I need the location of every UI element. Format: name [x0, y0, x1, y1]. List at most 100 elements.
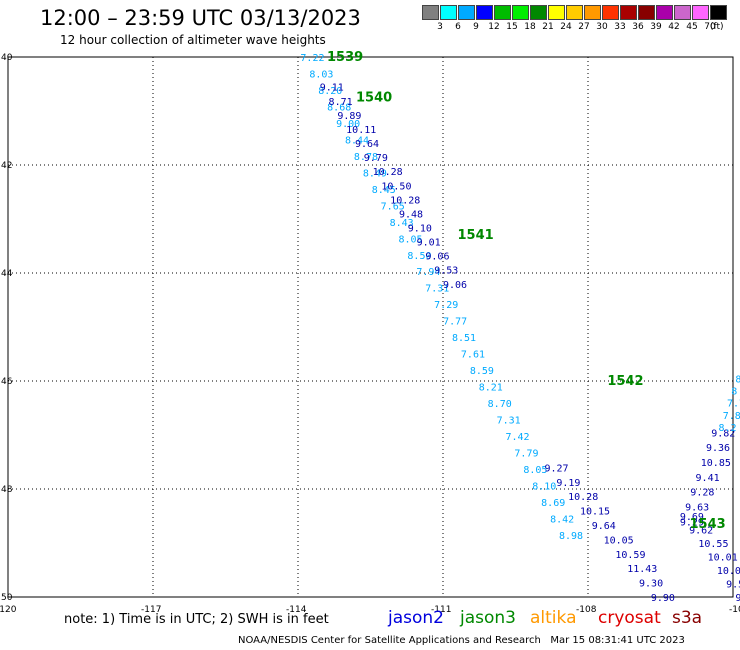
lat-tick-label: 42 — [1, 161, 12, 171]
map-subtitle: 12 hour collection of altimeter wave hei… — [60, 33, 326, 47]
wave-height-label: 9.63 — [685, 503, 709, 514]
lat-tick-label: 50 — [1, 593, 13, 603]
wave-height-label: 8.43 — [390, 218, 414, 229]
wave-height-label: 9.79 — [364, 153, 388, 164]
wave-height-label: 8.45 — [372, 185, 396, 196]
colorbar-label: 36 — [632, 22, 644, 32]
wave-height-label: 7.8 — [723, 411, 740, 422]
footnote: note: 1) Time is in UTC; 2) SWH is in fe… — [64, 612, 329, 627]
wave-height-label: 9.30 — [639, 579, 663, 590]
wave-height-label: 9.06 — [425, 252, 449, 263]
colorbar-label: 15 — [506, 22, 518, 32]
wave-height-label: 9.53 — [434, 266, 458, 277]
wave-height-label: 9.36 — [706, 443, 730, 454]
colorbar-swatch — [674, 5, 691, 20]
colorbar-swatch — [620, 5, 637, 20]
lat-tick-label: 44 — [1, 269, 13, 279]
wave-height-label: 8.50 — [407, 251, 431, 262]
pass-number-label: 1541 — [458, 228, 494, 243]
map-title: 12:00 – 23:59 UTC 03/13/2023 — [40, 6, 361, 30]
colorbar-swatch — [440, 5, 457, 20]
wave-height-label: 9.64 — [355, 139, 379, 150]
colorbar-label: 30 — [596, 22, 608, 32]
wave-height-label: 8.44 — [345, 135, 369, 146]
wave-height-label: 9.82 — [711, 428, 735, 439]
colorbar-swatch — [476, 5, 493, 20]
wave-height-label: 9.28 — [690, 488, 714, 499]
wave-height-label: 9.90 — [651, 593, 675, 604]
wave-height-label: 8.68 — [327, 102, 351, 113]
colorbar-label: 12 — [488, 22, 500, 32]
wave-height-label: 9.62 — [689, 526, 713, 537]
wave-height-label: 7.31 — [497, 416, 521, 427]
wave-height-label: 9.01 — [417, 238, 441, 249]
colorbar-label: 18 — [524, 22, 536, 32]
colorbar-unit: (ft) — [710, 22, 724, 32]
wave-height-label: 10.55 — [698, 539, 728, 550]
wave-height-label: 10.01 — [708, 553, 738, 564]
wave-height-label: 8.51 — [452, 333, 476, 344]
wave-height-label: 8.98 — [559, 531, 583, 542]
wave-height-label: 10.28 — [568, 492, 598, 503]
wave-height-label: 8.05 — [523, 465, 547, 476]
colorbar-label: 70 — [704, 22, 716, 32]
wave-height-label: 8.49 — [363, 168, 387, 179]
wave-height-label: 7.61 — [461, 350, 485, 361]
lon-tick-label: -114 — [286, 605, 307, 615]
wave-height-label: 10.85 — [701, 458, 731, 469]
wave-height-label: 9.06 — [443, 280, 467, 291]
satellite-s3a: s3a — [672, 608, 703, 628]
wave-height-label: 10.59 — [615, 550, 645, 561]
lon-tick-label: -108 — [576, 605, 597, 615]
wave-height-label: 7.65 — [381, 201, 405, 212]
wave-height-label: 9.11 — [320, 83, 344, 94]
colorbar-label: 9 — [473, 22, 479, 32]
pass-number-label: 1543 — [690, 517, 726, 532]
wave-height-label: 9.64 — [592, 521, 616, 532]
wave-height-label: 9.10 — [408, 223, 432, 234]
wave-height-label: 8.69 — [541, 498, 565, 509]
map-frame — [7, 56, 734, 598]
colorbar-swatch — [584, 5, 601, 20]
colorbar-swatch — [422, 5, 439, 20]
wave-height-label: 8.05 — [399, 234, 423, 245]
pass-number-label: 1542 — [607, 374, 643, 389]
wave-height-label: 7.22 — [300, 53, 324, 64]
colorbar-label: 33 — [614, 22, 626, 32]
colorbar-swatch — [530, 5, 547, 20]
satellite-jason2: jason2 — [388, 608, 444, 628]
lon-tick-label: -105 — [729, 605, 740, 615]
wave-height-label: 9.29 — [680, 517, 704, 528]
wave-height-label: 9.48 — [399, 209, 423, 220]
colorbar-label: 24 — [560, 22, 572, 32]
satellite-cryosat: cryosat — [598, 608, 661, 628]
wave-height-label: 9.8 — [735, 593, 740, 604]
wave-height-label: 8.2 — [719, 423, 737, 434]
colorbar-swatch — [710, 5, 727, 20]
wave-height-label: 8.42 — [550, 514, 574, 525]
wave-height-label: 7.7 — [727, 399, 740, 410]
wave-height-label: 7.31 — [425, 284, 449, 295]
lon-tick-label: -111 — [431, 605, 451, 615]
lat-tick-label: 48 — [1, 485, 13, 495]
colorbar-swatch — [692, 5, 709, 20]
wave-height-label: 9.19 — [556, 478, 580, 489]
colorbar-label: 6 — [455, 22, 461, 32]
wave-height-label: 8 — [731, 386, 737, 397]
wave-height-label: 9.53 — [726, 580, 740, 591]
wave-height-label: 9.00 — [336, 119, 360, 130]
wave-height-label: 8.71 — [329, 97, 353, 108]
wave-height-label: 7.94 — [416, 267, 440, 278]
wave-height-label: 7.77 — [443, 317, 467, 328]
lat-tick-label: 46 — [1, 377, 13, 387]
colorbar-swatch — [458, 5, 475, 20]
colorbar-swatch — [548, 5, 565, 20]
satellite-altika: altika — [530, 608, 577, 628]
wave-height-label: 10.28 — [373, 167, 403, 178]
wave-height-label: 10.09 — [717, 566, 740, 577]
credit-line: NOAA/NESDIS Center for Satellite Applica… — [238, 635, 685, 646]
colorbar-label: 42 — [668, 22, 680, 32]
wave-height-label: 8.70 — [488, 399, 512, 410]
colorbar-swatch — [494, 5, 511, 20]
